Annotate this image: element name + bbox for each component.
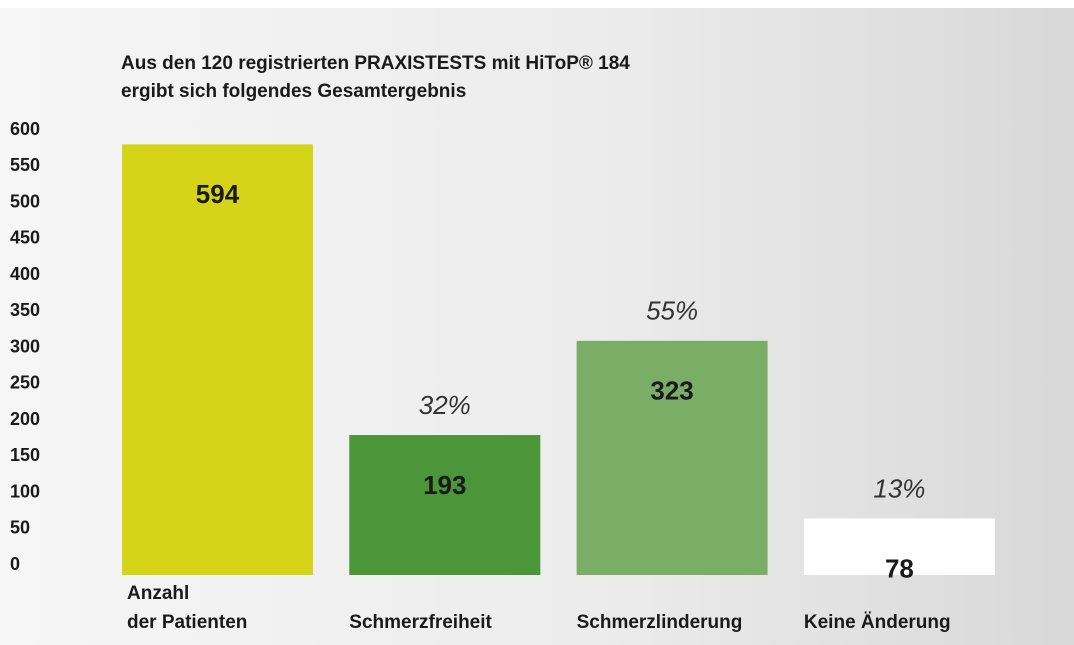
x-tick-label: Schmerzfreiheit — [349, 612, 492, 633]
y-tick-label: 250 — [10, 373, 40, 393]
y-tick-label: 150 — [10, 445, 40, 465]
bar — [349, 435, 541, 575]
chart-title: Aus den 120 registrierten PRAXISTESTS mi… — [121, 53, 630, 102]
value-label: 193 — [423, 470, 466, 500]
y-tick-label: 550 — [10, 155, 40, 175]
y-tick-label: 300 — [10, 336, 40, 356]
y-tick-label: 0 — [10, 554, 20, 574]
x-tick-label: Anzahl der Patienten — [127, 583, 248, 633]
y-tick-label: 200 — [10, 409, 40, 429]
chart-area: Aus den 120 registrierten PRAXISTESTS mi… — [0, 8, 1074, 645]
bar — [122, 144, 313, 575]
value-label: 78 — [885, 553, 914, 583]
value-label: 323 — [650, 376, 693, 406]
x-tick-label: Keine Änderung — [803, 612, 951, 633]
value-label: 594 — [196, 179, 240, 209]
bar — [576, 340, 768, 575]
y-tick-label: 600 — [10, 119, 40, 139]
chart: 0 50 100 150 200 250 300 350 400 450 500 550 600 594 1… — [10, 119, 995, 583]
bar — [803, 518, 995, 575]
y-tick-label: 50 — [10, 518, 30, 538]
y-tick-label: 400 — [10, 264, 40, 284]
share-label: 55% — [646, 296, 698, 326]
share-label: 13% — [873, 473, 925, 503]
y-tick-label: 100 — [10, 481, 40, 501]
share-label: 32% — [419, 390, 471, 420]
y-tick-label: 500 — [10, 191, 40, 211]
x-tick-label: Schmerzlinderung — [576, 612, 743, 633]
y-tick-label: 350 — [10, 300, 40, 320]
y-tick-label: 450 — [10, 228, 40, 248]
